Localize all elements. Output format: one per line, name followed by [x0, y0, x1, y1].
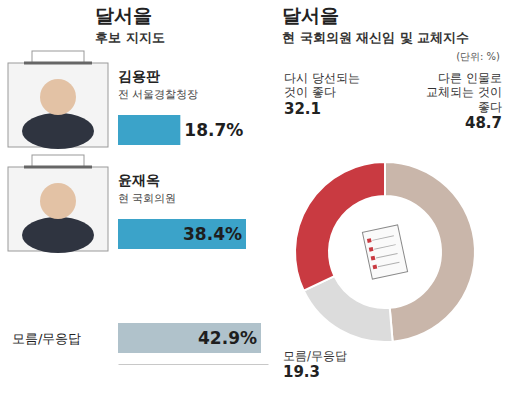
- icon-line: [376, 253, 398, 258]
- icon-check: [371, 256, 376, 261]
- x-axis-line: [119, 364, 269, 365]
- slice-label: 다른 인물로교체되는 것이좋다: [426, 71, 502, 114]
- ballot-slot: [24, 166, 92, 169]
- slice-value: 48.7: [465, 114, 502, 132]
- center-icon: [362, 225, 407, 279]
- candidate-role: 현 국회의원: [118, 192, 177, 205]
- slices: [295, 162, 475, 342]
- icon-line: [372, 236, 394, 241]
- bar: [118, 115, 180, 145]
- data-label: 18.7%: [184, 120, 243, 140]
- data-label: 38.4%: [183, 224, 242, 244]
- icon-check: [373, 265, 378, 270]
- ballot-slot: [24, 62, 92, 65]
- candidate-photo: [8, 51, 108, 149]
- chart-canvas: 달서을후보 지지도김용판전 서울경찰청장윤재옥현 국회의원모름/무응답 18.7%…: [0, 0, 510, 397]
- photo-body: [22, 217, 94, 253]
- icon-check: [369, 247, 374, 252]
- icon-line: [374, 245, 396, 250]
- slice-label: 다시 당선되는것이 좋다: [284, 71, 360, 99]
- bar: [118, 323, 261, 353]
- unit-note: (단위: %): [456, 51, 500, 62]
- chart-subtitle: 후보 지지도: [95, 30, 165, 45]
- slice-value: 32.1: [284, 100, 321, 118]
- bars: [118, 115, 261, 353]
- chart-subtitle: 현 국회의원 재신임 및 교체지수: [282, 30, 469, 45]
- photo-body: [22, 113, 94, 149]
- slice: [304, 276, 393, 342]
- bar-chart: 달서을후보 지지도김용판전 서울경찰청장윤재옥현 국회의원모름/무응답 18.7%…: [8, 4, 269, 365]
- data-label: 42.9%: [198, 328, 257, 348]
- candidate-photo: [8, 155, 108, 253]
- bar: [118, 219, 246, 249]
- icon-paper: [362, 225, 407, 279]
- photo-head: [40, 79, 76, 115]
- donut-chart: 달서을현 국회의원 재신임 및 교체지수 (단위: %) 다른 인물로교체되는 것이…: [282, 4, 502, 381]
- icon-line: [378, 262, 400, 267]
- chart-title: 달서을: [282, 4, 339, 26]
- photo-head: [40, 183, 76, 219]
- icon-check: [367, 238, 372, 243]
- candidate-role: 전 서울경찰청장: [118, 88, 199, 101]
- x-axis: [119, 364, 269, 365]
- category-label: 모름/무응답: [12, 331, 81, 346]
- candidate-name: 김용판: [118, 68, 160, 84]
- candidate-name: 윤재옥: [118, 172, 160, 188]
- slice-value: 19.3: [283, 363, 320, 381]
- chart-title: 달서을: [95, 4, 152, 26]
- slice-label: 모름/무응답: [283, 349, 347, 363]
